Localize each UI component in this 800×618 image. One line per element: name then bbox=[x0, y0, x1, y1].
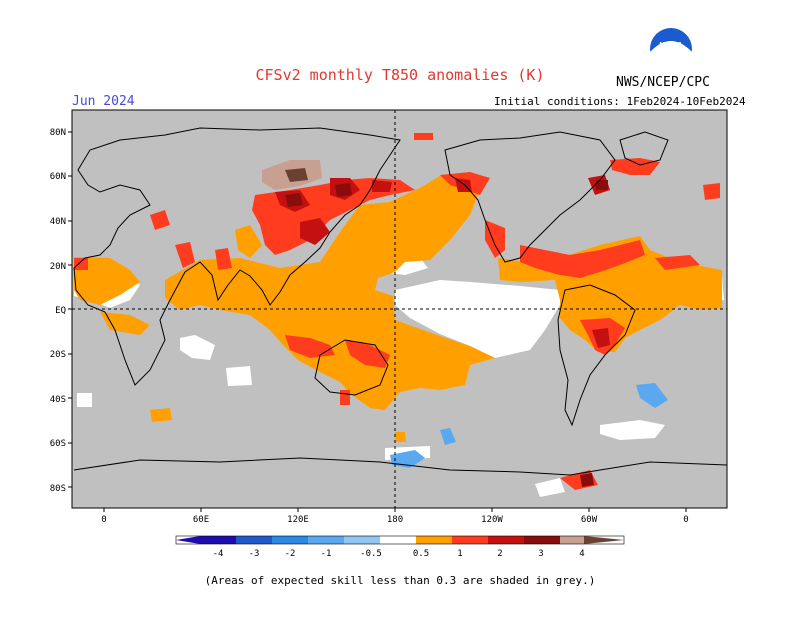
longitude-labels: 0 60E 120E 180 120W 60W 0 bbox=[101, 515, 688, 525]
color-legend: -4 -3 -2 -1 -0.5 0.5 1 2 3 4 bbox=[175, 535, 625, 559]
map-title: CFSv2 monthly T850 anomalies (K) bbox=[255, 66, 545, 84]
legend-label: -2 bbox=[285, 549, 296, 559]
legend-label: 0.5 bbox=[413, 549, 429, 559]
legend-swatch bbox=[344, 536, 380, 544]
legend-swatch bbox=[560, 536, 584, 544]
legend-label: -4 bbox=[213, 549, 224, 559]
lon-label: 0 bbox=[101, 515, 106, 525]
lat-label: 60N bbox=[50, 172, 66, 182]
lat-label: 60S bbox=[50, 439, 66, 449]
legend-label: 3 bbox=[538, 549, 543, 559]
legend-label: 1 bbox=[457, 549, 462, 559]
legend-swatch bbox=[584, 536, 624, 544]
legend-swatch bbox=[176, 536, 200, 544]
lat-label: 80S bbox=[50, 484, 66, 494]
latitude-ticks bbox=[68, 131, 72, 488]
australia-outline bbox=[314, 339, 389, 396]
legend-labels: -4 -3 -2 -1 -0.5 0.5 1 2 3 4 bbox=[213, 549, 585, 559]
legend-swatch bbox=[416, 536, 452, 544]
initial-conditions: Initial conditions: 1Feb2024-10Feb2024 bbox=[494, 95, 746, 108]
latitude-labels: 80N 60N 40N 20N EQ 20S 40S 60S 80S bbox=[50, 128, 66, 494]
legend-swatch bbox=[488, 536, 524, 544]
legend-label: 4 bbox=[579, 549, 584, 559]
legend-swatch bbox=[200, 536, 236, 544]
lon-label: 60W bbox=[581, 515, 598, 525]
legend-border bbox=[175, 535, 625, 545]
legend-swatch bbox=[380, 536, 416, 544]
eurasia-africa-outline bbox=[73, 127, 401, 386]
lat-label: 40N bbox=[50, 217, 66, 227]
legend-swatch bbox=[236, 536, 272, 544]
greenland-outline bbox=[619, 131, 669, 166]
negative-anomaly-regions bbox=[390, 383, 668, 468]
legend-label: -0.5 bbox=[360, 549, 382, 559]
legend-swatch bbox=[452, 536, 488, 544]
lon-label: 120W bbox=[481, 515, 503, 525]
agency-label: NWS/NCEP/CPC bbox=[616, 75, 710, 90]
lon-label: 180 bbox=[387, 515, 403, 525]
lon-label: 0 bbox=[683, 515, 688, 525]
lat-label: 80N bbox=[50, 128, 66, 138]
legend-swatch bbox=[524, 536, 560, 544]
noaa-logo-gull bbox=[650, 41, 692, 73]
south-america-outline bbox=[557, 284, 636, 427]
anomaly-above-4 bbox=[262, 160, 322, 190]
legend-label: -3 bbox=[249, 549, 260, 559]
legend-label: -1 bbox=[321, 549, 332, 559]
lat-label: 40S bbox=[50, 395, 66, 405]
legend-swatch bbox=[272, 536, 308, 544]
anomaly-3-to-4 bbox=[285, 180, 608, 487]
legend-label: 2 bbox=[497, 549, 502, 559]
footnote: (Areas of expected skill less than 0.3 a… bbox=[204, 574, 596, 587]
longitude-ticks bbox=[103, 508, 687, 512]
noaa-logo-text: NOAA bbox=[659, 41, 683, 50]
lat-label: 20N bbox=[50, 262, 66, 272]
coastlines bbox=[73, 127, 728, 476]
lat-label: 20S bbox=[50, 350, 66, 360]
lon-label: 120E bbox=[287, 515, 309, 525]
legend-swatch bbox=[308, 536, 344, 544]
north-america-outline bbox=[444, 131, 616, 263]
lat-label: EQ bbox=[55, 306, 66, 316]
forecast-month: Jun 2024 bbox=[72, 94, 135, 109]
antarctica-outline bbox=[73, 457, 728, 476]
lon-label: 60E bbox=[193, 515, 209, 525]
noaa-logo: NOAA bbox=[650, 28, 692, 73]
